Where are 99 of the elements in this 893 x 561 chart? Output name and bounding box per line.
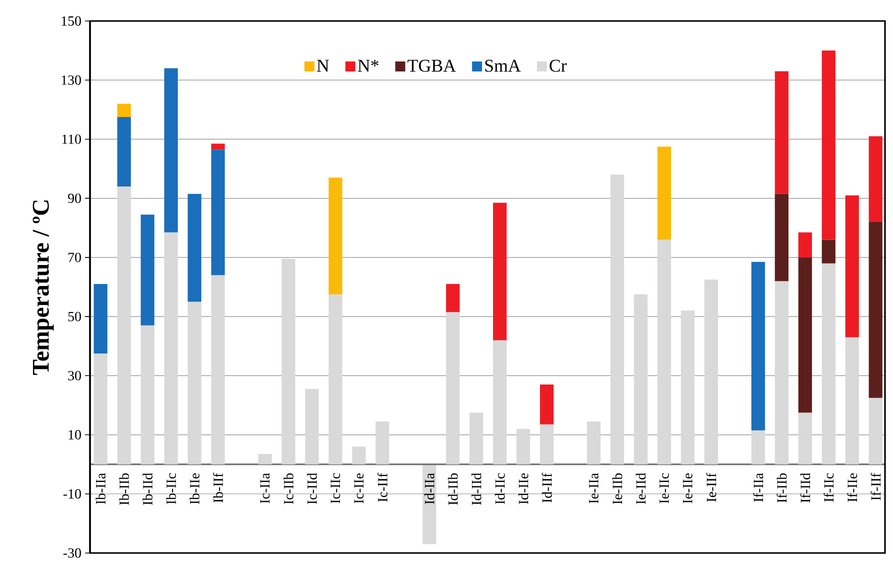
bar bbox=[422, 464, 436, 544]
legend-label: SmA bbox=[485, 60, 521, 72]
x-tick-label: If-IIc bbox=[824, 473, 834, 502]
legend-label: TGBA bbox=[408, 60, 456, 72]
y-axis-title: Temperature / ºC bbox=[32, 200, 54, 375]
x-tick-label: Ic-IIa bbox=[260, 473, 270, 504]
x-tick-label: If-IId bbox=[800, 473, 810, 503]
x-tick-label: Ie-IIb bbox=[612, 473, 622, 504]
x-tick-label: Ib-IId bbox=[142, 473, 152, 505]
x-tick-label: Ie-IIf bbox=[706, 472, 716, 502]
bar bbox=[117, 117, 131, 187]
bar bbox=[446, 284, 460, 312]
bar bbox=[258, 454, 272, 464]
bar bbox=[211, 150, 225, 276]
bar bbox=[868, 136, 882, 222]
bar bbox=[868, 398, 882, 464]
x-tick-label: If-IIb bbox=[776, 473, 787, 503]
x-tick-label: Ic-IIc bbox=[330, 473, 340, 504]
x-tick-label: Ie-IIa bbox=[589, 473, 598, 504]
x-tick-label: Ie-IIe bbox=[683, 473, 692, 504]
y-tick-label: 30 bbox=[68, 370, 81, 380]
bar bbox=[305, 388, 319, 464]
bar bbox=[822, 50, 836, 240]
bar bbox=[845, 195, 859, 338]
y-tick-label: -10 bbox=[63, 489, 81, 499]
bar bbox=[140, 325, 154, 464]
x-tick-label: Id-IId bbox=[471, 473, 482, 505]
bar bbox=[798, 232, 812, 258]
x-tick-label: Ib-IIa bbox=[96, 473, 106, 504]
bar bbox=[751, 262, 765, 430]
bar bbox=[328, 178, 342, 294]
bar bbox=[164, 68, 178, 232]
bar bbox=[798, 412, 812, 464]
x-tick-label: Ib-IIc bbox=[166, 473, 176, 504]
bar bbox=[657, 240, 672, 464]
y-tick-label: 70 bbox=[68, 252, 81, 262]
bar bbox=[634, 294, 648, 464]
bar bbox=[493, 202, 507, 340]
x-tick-label: Id-IIe bbox=[518, 473, 528, 504]
x-tick-label: Ic-IId bbox=[307, 473, 317, 504]
bar bbox=[774, 71, 788, 194]
x-tick-label: If-IIa bbox=[753, 473, 764, 502]
y-tick-label: 90 bbox=[68, 194, 81, 204]
x-tick-label: Ic-IIf bbox=[377, 472, 388, 502]
bar bbox=[94, 284, 108, 354]
x-tick-label: Id-IIc bbox=[494, 473, 505, 504]
legend-label: N* bbox=[358, 60, 378, 72]
x-tick-label: Id-IIf bbox=[542, 472, 552, 503]
bar bbox=[211, 144, 225, 150]
bar bbox=[704, 280, 718, 464]
bar bbox=[117, 104, 131, 118]
bar bbox=[516, 428, 530, 464]
bar bbox=[376, 421, 390, 464]
legend-label: N bbox=[316, 60, 329, 72]
x-tick-label: Ic-IIe bbox=[354, 473, 364, 504]
bar bbox=[117, 186, 131, 464]
x-tick-label: Ib-IIb bbox=[119, 473, 129, 505]
bar bbox=[282, 258, 296, 464]
x-tick-label: Ie-IIc bbox=[660, 473, 669, 504]
bar bbox=[188, 302, 202, 464]
bar bbox=[822, 263, 836, 464]
bar bbox=[822, 240, 836, 264]
y-tick-label: 10 bbox=[68, 430, 81, 440]
bar bbox=[540, 384, 554, 424]
bar bbox=[774, 281, 788, 464]
bar bbox=[657, 146, 672, 240]
x-tick-label: Id-IIa bbox=[424, 473, 434, 504]
y-tick-label: -30 bbox=[63, 548, 81, 558]
bar bbox=[774, 194, 788, 282]
bar bbox=[211, 275, 225, 464]
x-tick-label: Id-IIb bbox=[448, 473, 458, 505]
x-tick-label: Ic-IIb bbox=[284, 473, 294, 504]
bar bbox=[868, 222, 882, 398]
bar bbox=[352, 446, 366, 464]
y-tick-label: 110 bbox=[62, 134, 81, 144]
bar bbox=[470, 412, 484, 464]
bar bbox=[328, 294, 342, 464]
y-tick-label: 150 bbox=[62, 16, 81, 26]
bar bbox=[798, 257, 812, 413]
bar bbox=[164, 232, 178, 464]
bar bbox=[680, 310, 695, 464]
y-tick-label: 50 bbox=[68, 312, 81, 322]
bar bbox=[140, 214, 154, 326]
x-tick-label: Ib-IIe bbox=[190, 473, 200, 504]
bar bbox=[493, 340, 507, 464]
y-tick-label: 130 bbox=[62, 75, 81, 85]
x-tick-label: If-IIf bbox=[870, 472, 881, 500]
bar bbox=[610, 174, 624, 464]
bar bbox=[586, 421, 601, 464]
x-tick-label: Ie-IId bbox=[636, 473, 646, 504]
bar bbox=[446, 312, 460, 464]
bar bbox=[188, 194, 202, 302]
legend-label: Cr bbox=[550, 60, 567, 72]
bar bbox=[751, 430, 765, 464]
bar bbox=[94, 353, 108, 464]
bar bbox=[845, 337, 859, 464]
x-tick-label: If-IIe bbox=[847, 473, 858, 502]
bar bbox=[540, 424, 554, 464]
x-tick-label: Ib-IIf bbox=[213, 472, 223, 503]
